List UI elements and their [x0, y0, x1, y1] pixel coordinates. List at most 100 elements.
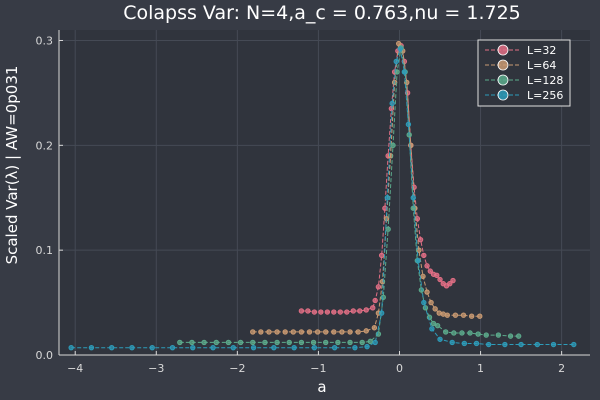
data-point: [518, 341, 524, 348]
data-point: [434, 272, 440, 279]
data-point: [237, 339, 244, 346]
data-point: [298, 308, 305, 314]
axis-layer: −4 −3 −2 −1 0 1 2 0.0 0.1 0.2 0.3: [36, 30, 590, 375]
data-point: [177, 339, 183, 346]
x-tick-label: 2: [558, 362, 565, 375]
data-point: [390, 142, 396, 149]
data-point: [355, 329, 361, 335]
data-point: [305, 308, 311, 314]
data-point: [311, 344, 318, 351]
data-point: [347, 339, 353, 346]
data-point: [385, 226, 391, 232]
data-point: [372, 339, 378, 346]
data-point: [314, 329, 321, 335]
data-point: [417, 236, 424, 243]
data-point: [475, 331, 481, 337]
y-tick-label: 0.1: [36, 244, 54, 257]
data-point: [230, 344, 236, 351]
data-point: [452, 312, 459, 318]
series-l-256: [68, 46, 577, 351]
data-point: [271, 344, 277, 351]
data-point: [357, 308, 363, 314]
data-point: [371, 325, 378, 331]
data-point: [468, 313, 475, 319]
y-tick-label: 0.2: [36, 139, 54, 152]
chart-title: Colapss Var: N=4,a_c = 0.763,nu = 1.725: [123, 2, 521, 24]
data-point: [437, 336, 443, 342]
data-point: [286, 339, 292, 346]
data-point: [250, 344, 257, 351]
data-point: [485, 341, 492, 348]
data-point: [378, 310, 385, 316]
data-point: [421, 252, 427, 259]
data-point: [339, 329, 345, 335]
data-point: [210, 344, 216, 351]
data-point: [290, 329, 296, 335]
data-point: [447, 281, 453, 287]
data-point: [378, 252, 385, 259]
x-tick-label: −3: [148, 362, 164, 375]
legend-label: L=256: [527, 89, 563, 102]
data-point: [310, 339, 317, 346]
legend-swatch-marker: [497, 74, 509, 86]
data-point: [449, 339, 455, 346]
data-point: [429, 326, 435, 332]
data-point: [129, 344, 135, 351]
data-point: [515, 333, 522, 339]
x-tick-label: −4: [67, 362, 83, 375]
legend: L=32 L=64 L=128 L=256: [477, 39, 571, 107]
data-point: [262, 339, 268, 346]
data-point: [534, 341, 541, 348]
y-tick-label: 0.0: [36, 349, 54, 362]
data-point: [405, 121, 412, 128]
data-point: [473, 340, 480, 347]
data-point: [507, 333, 514, 339]
data-point: [359, 339, 365, 346]
data-point: [337, 309, 344, 315]
data-point: [571, 341, 577, 348]
data-point: [347, 329, 353, 335]
x-tick-label: 1: [477, 362, 484, 375]
data-point: [282, 329, 288, 335]
data-point: [437, 276, 443, 283]
data-point: [331, 329, 337, 335]
data-point: [483, 332, 489, 338]
x-tick-label: −2: [229, 362, 245, 375]
data-point: [397, 46, 403, 52]
data-point: [291, 344, 297, 351]
data-point: [201, 339, 207, 346]
data-point: [350, 308, 356, 314]
data-point: [274, 329, 280, 335]
legend-swatch-marker: [497, 89, 509, 101]
x-tick-label: −1: [310, 362, 326, 375]
data-point: [375, 284, 382, 290]
data-point: [344, 309, 350, 315]
data-point: [367, 338, 374, 345]
data-point: [274, 339, 280, 346]
data-point: [384, 195, 391, 201]
data-point: [395, 40, 402, 47]
data-point: [461, 340, 468, 347]
legend-label: L=32: [527, 44, 556, 57]
data-point: [298, 339, 305, 346]
data-point: [68, 344, 74, 351]
data-point: [298, 329, 305, 335]
data-point: [428, 299, 434, 306]
data-point: [451, 330, 457, 336]
x-axis-label: a: [317, 378, 326, 396]
data-point: [502, 341, 508, 348]
data-point: [393, 58, 399, 65]
data-point: [410, 205, 416, 211]
data-point: [460, 312, 467, 318]
data-point: [450, 277, 456, 284]
data-point: [444, 312, 451, 318]
data-point: [169, 344, 176, 351]
data-point: [415, 257, 421, 264]
data-point: [459, 330, 465, 336]
data-point: [372, 297, 378, 304]
y-tick-label: 0.3: [36, 34, 54, 47]
data-point: [335, 339, 341, 346]
data-point: [424, 263, 430, 269]
data-point: [430, 320, 437, 327]
